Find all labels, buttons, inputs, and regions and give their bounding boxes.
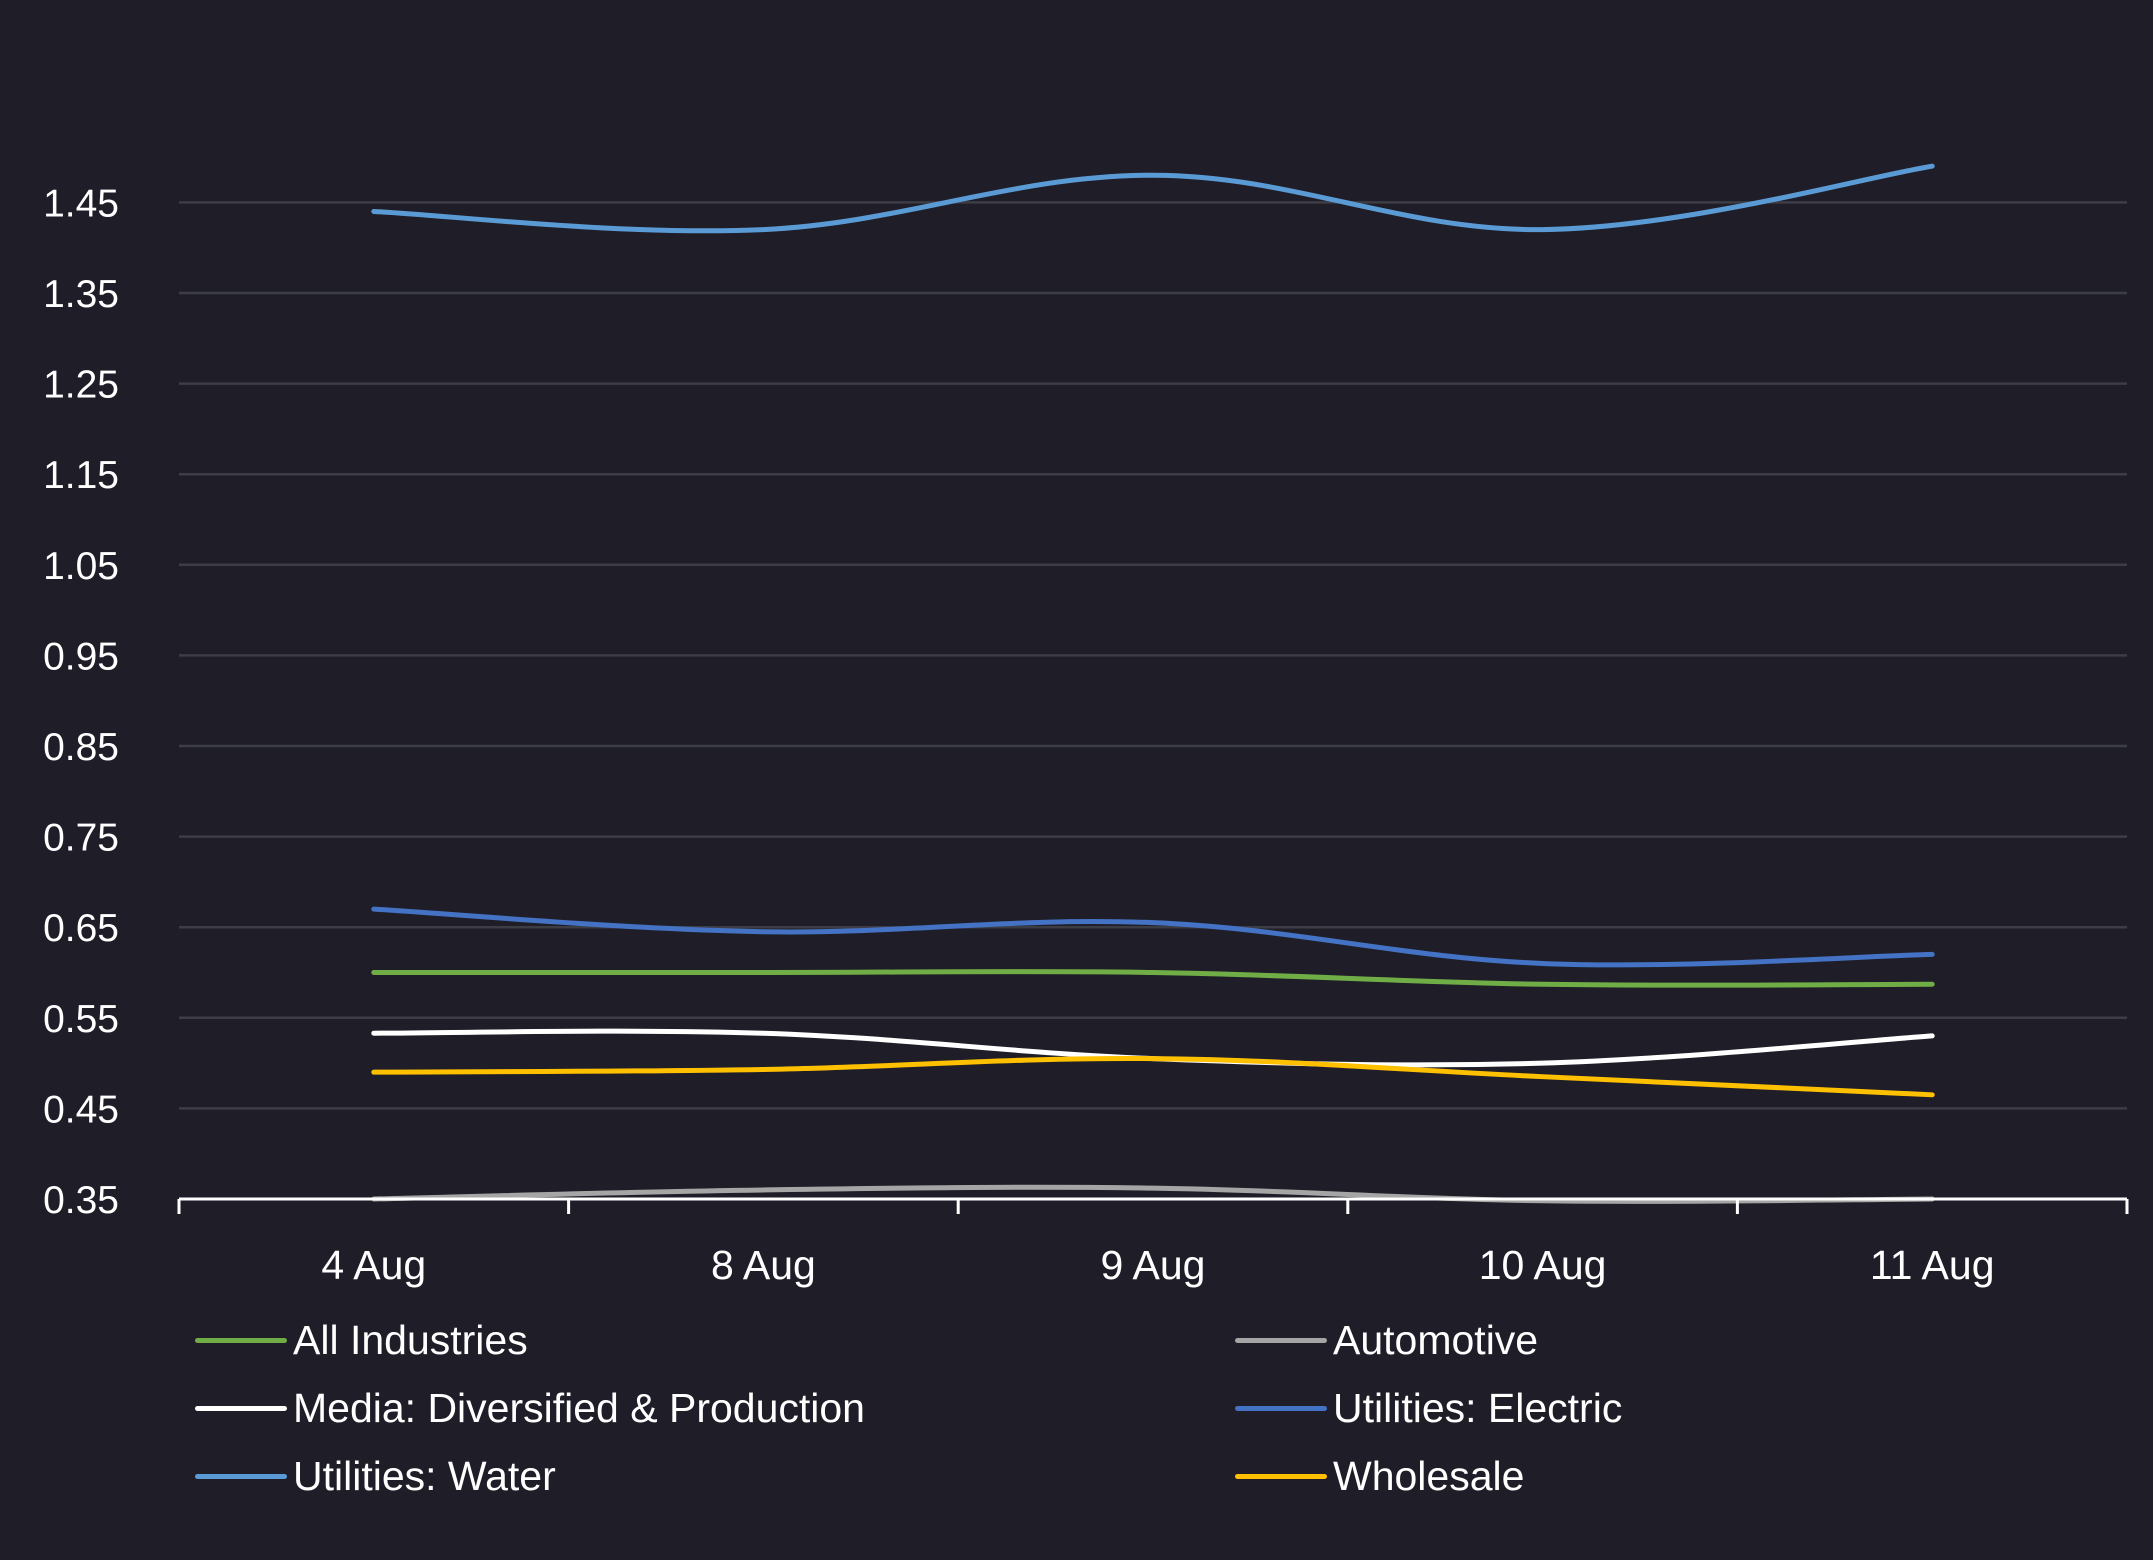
series-line-all-industries	[371, 969, 1935, 988]
y-tick-label: 1.45	[43, 182, 119, 225]
legend: All Industries Automotive Media: Diversi…	[195, 1316, 2095, 1500]
legend-item-media[interactable]: Media: Diversified & Production	[195, 1384, 1235, 1432]
legend-label: All Industries	[293, 1316, 528, 1363]
gridlines	[179, 201, 2127, 1110]
legend-swatch	[1235, 1337, 1327, 1343]
legend-swatch	[1235, 1405, 1327, 1411]
series-line-utilities-water	[371, 163, 1935, 234]
legend-item-utilities-water[interactable]: Utilities: Water	[195, 1452, 1235, 1500]
y-tick-label: 1.25	[43, 364, 119, 407]
x-axis: 4 Aug 8 Aug 9 Aug 10 Aug 11 Aug	[177, 1197, 2129, 1288]
y-tick-label: 0.85	[43, 726, 119, 769]
x-tick-label: 8 Aug	[711, 1242, 816, 1288]
series-line-utilities-electric	[371, 906, 1935, 968]
y-tick-label: 0.55	[43, 998, 119, 1041]
legend-item-wholesale[interactable]: Wholesale	[1235, 1452, 2095, 1500]
legend-label: Utilities: Electric	[1333, 1384, 1623, 1431]
x-tick-label: 4 Aug	[321, 1242, 426, 1288]
series-lines	[371, 163, 1935, 1204]
y-axis-ticks: 0.35 0.45 0.55 0.65 0.75 0.85 0.95 1.05 1.15 1.25…	[43, 182, 119, 1222]
series-line-wholesale	[371, 1055, 1935, 1098]
legend-label: Automotive	[1333, 1316, 1539, 1363]
y-tick-label: 1.15	[43, 454, 119, 497]
y-tick-label: 0.65	[43, 907, 119, 950]
y-tick-label: 1.05	[43, 545, 119, 588]
y-tick-label: 1.35	[43, 273, 119, 316]
legend-swatch	[195, 1405, 287, 1411]
y-tick-label: 0.95	[43, 635, 119, 678]
y-tick-label: 0.75	[43, 817, 119, 860]
x-tick-label: 9 Aug	[1101, 1242, 1206, 1288]
x-tick-label: 10 Aug	[1479, 1242, 1607, 1288]
legend-label: Media: Diversified & Production	[293, 1384, 865, 1431]
legend-item-utilities-electric[interactable]: Utilities: Electric	[1235, 1384, 2095, 1432]
y-tick-label: 0.45	[43, 1088, 119, 1131]
legend-swatch	[195, 1337, 287, 1343]
legend-item-automotive[interactable]: Automotive	[1235, 1316, 2095, 1364]
legend-label: Wholesale	[1333, 1452, 1525, 1499]
legend-label: Utilities: Water	[293, 1452, 556, 1499]
legend-swatch	[1235, 1473, 1327, 1479]
series-line-automotive	[371, 1184, 1935, 1204]
legend-item-all-industries[interactable]: All Industries	[195, 1316, 1235, 1364]
y-tick-label: 0.35	[43, 1179, 119, 1222]
legend-swatch	[195, 1473, 287, 1479]
x-tick-label: 11 Aug	[1870, 1242, 1995, 1288]
